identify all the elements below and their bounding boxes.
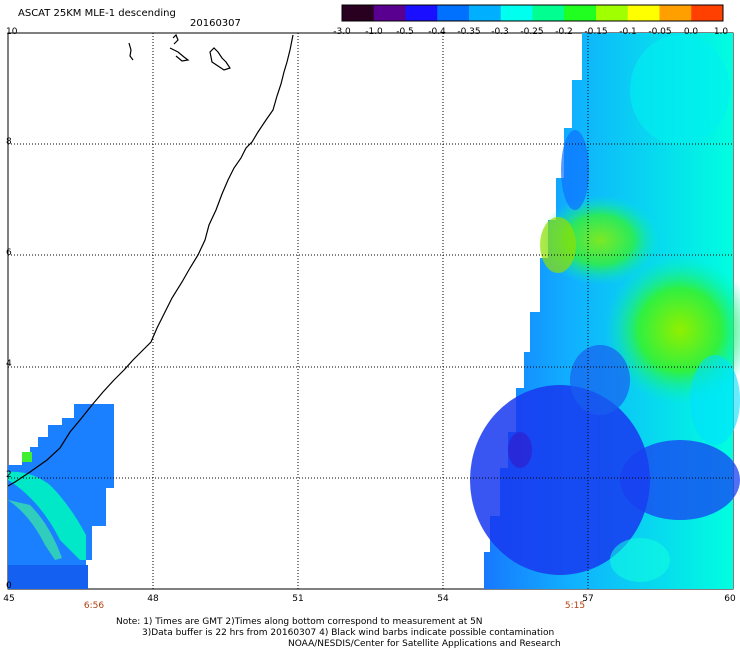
x-tick-label: 45 (3, 594, 15, 604)
x-tick-label: 60 (724, 594, 736, 604)
colorbar-border (341, 4, 724, 22)
colorbar-label: 0.0 (683, 27, 699, 37)
time-label: 5:15 (564, 601, 586, 611)
colorbar-swatch (437, 5, 470, 21)
west-swath (8, 404, 114, 589)
note-line-3: NOAA/NESDIS/Center for Satellite Applica… (288, 639, 561, 649)
east-swath (470, 33, 740, 589)
colorbar-swatch (691, 5, 724, 21)
y-tick-label: 0 (6, 581, 12, 591)
x-tick-label: 54 (437, 594, 449, 604)
colorbar-label: -3.0 (333, 27, 351, 37)
colorbar-label: -0.25 (520, 27, 544, 37)
colorbar-label: -0.35 (457, 27, 481, 37)
note-line-1: Note: 1) Times are GMT 2)Times along bot… (116, 617, 483, 627)
y-tick-label: 6 (6, 248, 12, 258)
map-title: ASCAT 25KM MLE-1 descending (18, 8, 176, 19)
map-date: 20160307 (190, 18, 241, 29)
colorbar-label: -0.05 (648, 27, 672, 37)
colorbar-label: -0.3 (491, 27, 509, 37)
colorbar-swatch (596, 5, 629, 21)
colorbar-label: -0.5 (396, 27, 414, 37)
colorbar-label: 1.0 (713, 27, 729, 37)
coastline (7, 33, 294, 487)
y-tick-label: 4 (6, 359, 12, 369)
colorbar-swatch (373, 5, 406, 21)
grid-lines (8, 33, 733, 589)
colorbar-label: -0.1 (619, 27, 637, 37)
colorbar-swatch (469, 5, 502, 21)
colorbar-swatch (659, 5, 692, 21)
x-tick-label: 51 (292, 594, 304, 604)
x-tick-label: 48 (147, 594, 159, 604)
y-tick-label: 10 (6, 27, 18, 37)
colorbar-swatch (532, 5, 565, 21)
colorbar-swatch (564, 5, 597, 21)
colorbar-swatch (500, 5, 533, 21)
y-tick-label: 2 (6, 470, 12, 480)
colorbar-swatch (627, 5, 660, 21)
time-label: 6:56 (83, 601, 105, 611)
colorbar-label: -0.2 (555, 27, 573, 37)
x-tick-label: 57 (582, 594, 594, 604)
note-line-2: 3)Data buffer is 22 hrs from 20160307 4)… (142, 628, 555, 638)
colorbar-label: -0.4 (428, 27, 446, 37)
footnotes: Note: 1) Times are GMT 2)Times along bot… (116, 617, 561, 650)
colorbar-label: -1.0 (365, 27, 383, 37)
colorbar-swatch (342, 5, 375, 21)
colorbar (342, 5, 724, 21)
y-tick-label: 8 (6, 137, 12, 147)
colorbar-label: -0.15 (584, 27, 608, 37)
colorbar-swatch (405, 5, 438, 21)
